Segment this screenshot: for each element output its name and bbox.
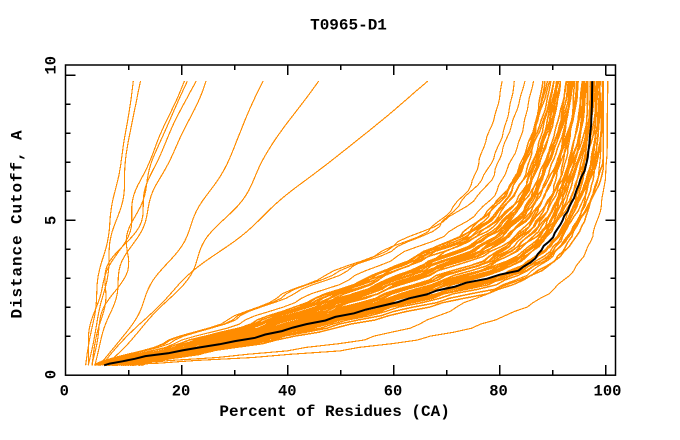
svg-text:20: 20: [172, 383, 191, 401]
svg-text:60: 60: [384, 383, 403, 401]
svg-text:40: 40: [278, 383, 297, 401]
svg-text:T0965-D1: T0965-D1: [310, 17, 387, 35]
svg-text:Percent of Residues (CA): Percent of Residues (CA): [219, 403, 449, 421]
svg-text:80: 80: [489, 383, 508, 401]
svg-text:0: 0: [60, 383, 69, 401]
svg-text:5: 5: [43, 216, 61, 225]
svg-text:100: 100: [594, 383, 622, 401]
svg-text:0: 0: [43, 370, 61, 379]
svg-text:Distance Cutoff, A: Distance Cutoff, A: [9, 129, 27, 318]
svg-text:10: 10: [43, 56, 61, 75]
